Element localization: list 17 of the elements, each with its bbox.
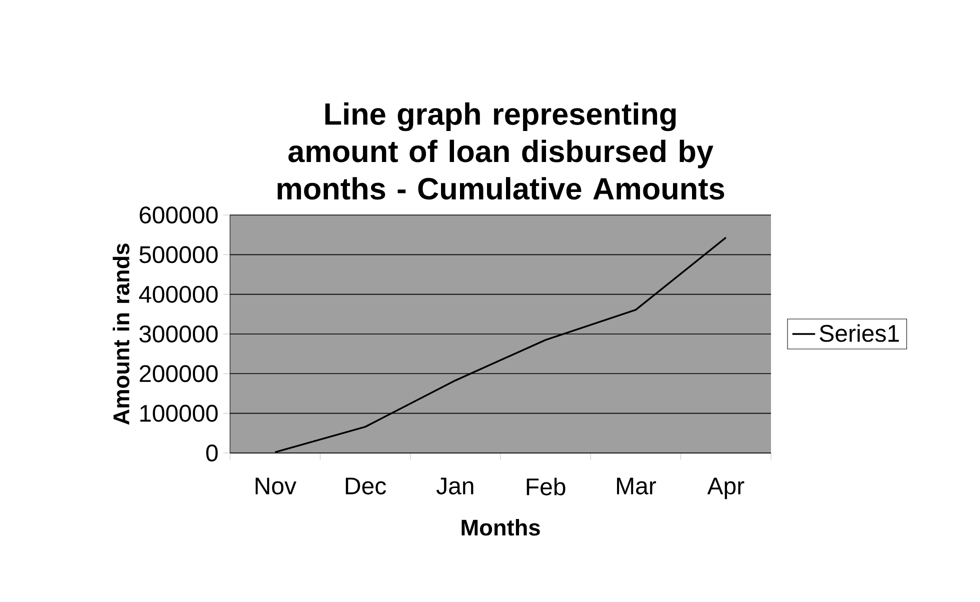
y-tick-label: 600000: [140, 206, 218, 224]
x-tick-label: Jan: [436, 478, 474, 494]
y-tick-label: 300000: [139, 325, 218, 342]
x-tick-label: Feb: [526, 478, 566, 496]
y-tick-label: 100000: [140, 404, 218, 422]
y-axis-title: Amount in rands: [112, 244, 130, 425]
x-tick-label: Nov: [256, 478, 296, 494]
legend-label: Series1: [820, 324, 899, 342]
x-tick-label: Apr: [707, 478, 744, 500]
y-tick-label: 500000: [140, 246, 218, 264]
y-tick-label: 400000: [139, 286, 218, 303]
y-tick-label: 0: [206, 444, 218, 462]
x-tick-label: Mar: [617, 478, 656, 494]
x-tick-label: Dec: [346, 478, 386, 494]
y-tick-label: 200000: [140, 365, 218, 382]
chart-title: Line graph representing amount of loan disbursed by months - Cumulative Amounts: [278, 102, 724, 200]
x-axis-title: Months: [462, 519, 540, 536]
